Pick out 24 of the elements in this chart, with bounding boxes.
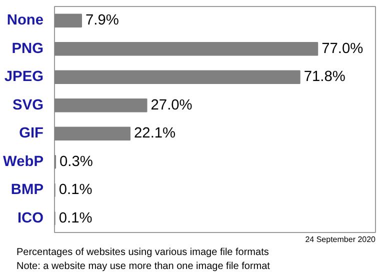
y-tick-label: JPEG (4, 69, 44, 86)
text: 24 September 2020 (305, 235, 376, 244)
bar (54, 14, 82, 28)
y-tick-label: SVG (12, 97, 44, 114)
y-tick-label: GIF (19, 126, 44, 142)
y-tick-label: ICO (17, 210, 44, 226)
data-label: 22.1% (134, 126, 176, 142)
data-label: 77.0% (322, 40, 364, 57)
y-tick-label: PNG (12, 40, 44, 57)
y-tick-label: WebP (3, 154, 44, 170)
data-label: 0.1% (58, 210, 92, 226)
y-tick-label: BMP (10, 182, 44, 198)
data-label: 7.9% (85, 12, 119, 29)
data-label: 71.8% (304, 69, 346, 86)
bar (54, 42, 318, 56)
data-label: 27.0% (150, 97, 192, 114)
text: Percentages of websites using various image file formats (16, 247, 269, 258)
text: Note: a website may use more than one image file format (16, 261, 270, 272)
data-label: 0.3% (60, 154, 93, 170)
bar (54, 126, 131, 140)
y-tick-label: None (6, 12, 44, 29)
bar (54, 70, 300, 84)
data-label: 0.1% (58, 182, 92, 198)
bar (54, 98, 148, 112)
